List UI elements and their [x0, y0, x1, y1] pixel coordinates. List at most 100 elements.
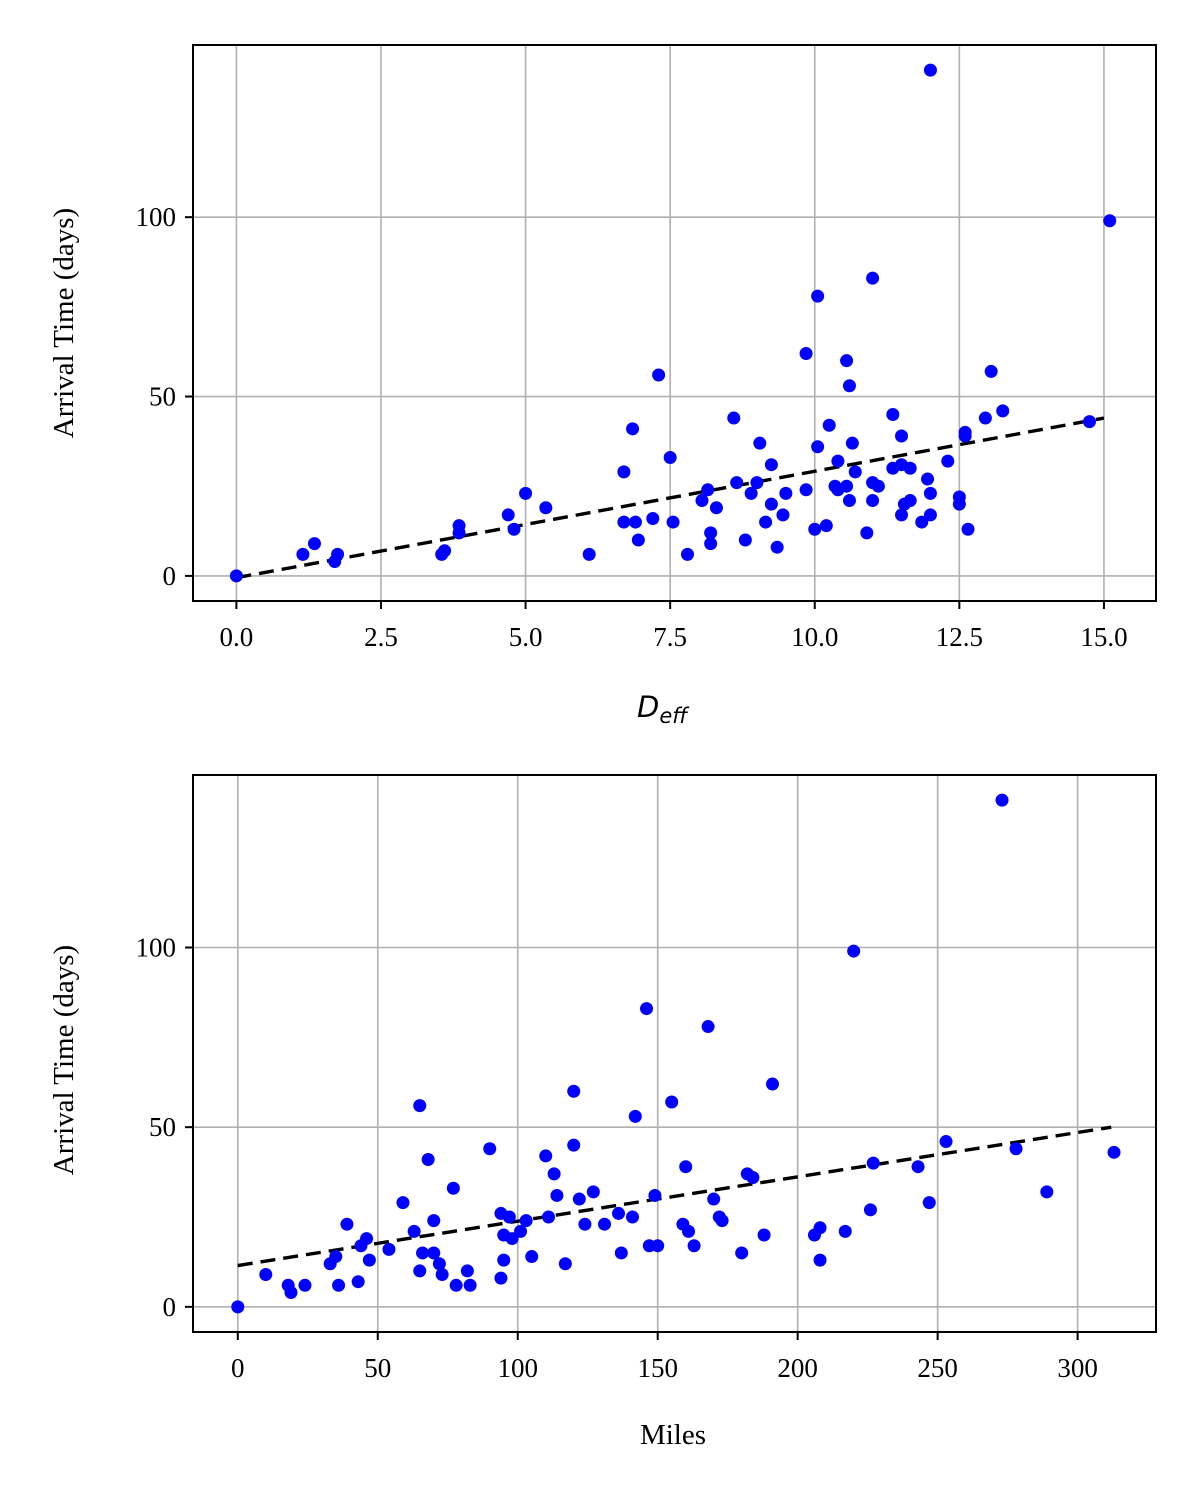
data-point — [407, 1224, 421, 1238]
data-point — [819, 519, 833, 533]
x-axis-label: Deff — [637, 690, 690, 728]
data-point — [651, 1239, 665, 1253]
data-point — [507, 522, 521, 536]
data-point — [427, 1214, 441, 1228]
data-point — [614, 1246, 628, 1260]
data-point — [922, 1196, 936, 1210]
data-point — [525, 1250, 539, 1264]
data-point — [652, 368, 666, 382]
data-point — [961, 522, 975, 536]
data-point — [939, 1135, 953, 1149]
data-point — [738, 533, 752, 547]
data-point — [753, 436, 767, 450]
data-point — [332, 1278, 346, 1292]
y-axis-label: Arrival Time (days) — [48, 945, 80, 1175]
data-point — [984, 364, 998, 378]
data-point — [679, 1160, 693, 1174]
y-tick-label: 0 — [163, 1292, 177, 1322]
data-point — [744, 486, 758, 500]
data-point — [759, 515, 773, 529]
data-point — [558, 1257, 572, 1271]
data-point — [542, 1210, 556, 1224]
ticks: 0.0 2.5 5.0 7.5 10.0 12.5 15.0 0 50 100 — [136, 202, 1128, 652]
data-point — [838, 1224, 852, 1238]
data-point — [494, 1271, 508, 1285]
data-point — [847, 944, 861, 958]
data-point — [886, 407, 900, 421]
data-point — [416, 1246, 430, 1260]
data-point — [811, 440, 825, 454]
data-point — [640, 1002, 654, 1016]
data-point — [296, 547, 310, 561]
data-point — [519, 486, 533, 500]
y-axis-label: Arrival Time (days) — [48, 208, 80, 438]
data-point — [259, 1268, 273, 1282]
data-point — [1040, 1185, 1054, 1199]
data-point — [978, 411, 992, 425]
chart-deff: 0.0 2.5 5.0 7.5 10.0 12.5 15.0 0 50 100 Arrival T… — [48, 44, 1157, 728]
data-point — [612, 1206, 626, 1220]
data-point — [483, 1142, 497, 1156]
data-point — [799, 346, 813, 360]
data-point — [715, 1214, 729, 1228]
x-tick-label: 100 — [497, 1353, 538, 1383]
data-point — [351, 1275, 365, 1289]
data-point — [952, 497, 966, 511]
data-point — [578, 1217, 592, 1231]
x-tick-label: 200 — [777, 1353, 818, 1383]
data-point — [413, 1264, 427, 1278]
plot-frame — [192, 774, 1157, 1333]
data-point — [360, 1232, 374, 1246]
data-point — [665, 1095, 679, 1109]
x-axis-label: Miles — [640, 1419, 706, 1451]
data-point — [707, 1192, 721, 1206]
data-point — [709, 501, 723, 515]
data-point — [903, 461, 917, 475]
data-point — [1082, 415, 1096, 429]
data-point — [550, 1188, 564, 1202]
data-point — [586, 1185, 600, 1199]
data-point — [435, 1268, 449, 1282]
data-point — [362, 1253, 376, 1267]
data-point — [730, 476, 744, 490]
data-point — [996, 404, 1010, 418]
data-point — [229, 569, 243, 583]
data-point — [340, 1217, 354, 1231]
data-point — [770, 540, 784, 554]
x-tick-label: 300 — [1057, 1353, 1098, 1383]
data-point — [432, 1257, 446, 1271]
data-point — [727, 411, 741, 425]
data-point — [502, 1210, 516, 1224]
plot-frame — [192, 44, 1157, 602]
x-tick-label: 5.0 — [509, 622, 543, 652]
data-point — [995, 793, 1009, 807]
scatter-points — [229, 63, 1117, 583]
data-point — [746, 1170, 760, 1184]
fit-line — [237, 1125, 1112, 1268]
y-tick-label: 0 — [163, 561, 177, 591]
x-tick-label: 7.5 — [653, 622, 687, 652]
data-point — [923, 486, 937, 500]
data-point — [626, 1210, 640, 1224]
x-tick-label: 2.5 — [364, 622, 398, 652]
data-point — [903, 494, 917, 508]
data-point — [840, 354, 854, 368]
data-point — [915, 515, 929, 529]
data-point — [895, 508, 909, 522]
data-point — [648, 1188, 662, 1202]
data-point — [231, 1300, 245, 1314]
data-point — [848, 465, 862, 479]
data-point — [842, 494, 856, 508]
data-point — [776, 508, 790, 522]
x-tick-label: 12.5 — [936, 622, 983, 652]
data-point — [704, 526, 718, 540]
data-point — [813, 1253, 827, 1267]
x-tick-label: 150 — [637, 1353, 678, 1383]
data-point — [331, 547, 345, 561]
data-point — [681, 547, 695, 561]
x-tick-label: 15.0 — [1080, 622, 1127, 652]
data-point — [460, 1264, 474, 1278]
data-point — [871, 479, 885, 493]
